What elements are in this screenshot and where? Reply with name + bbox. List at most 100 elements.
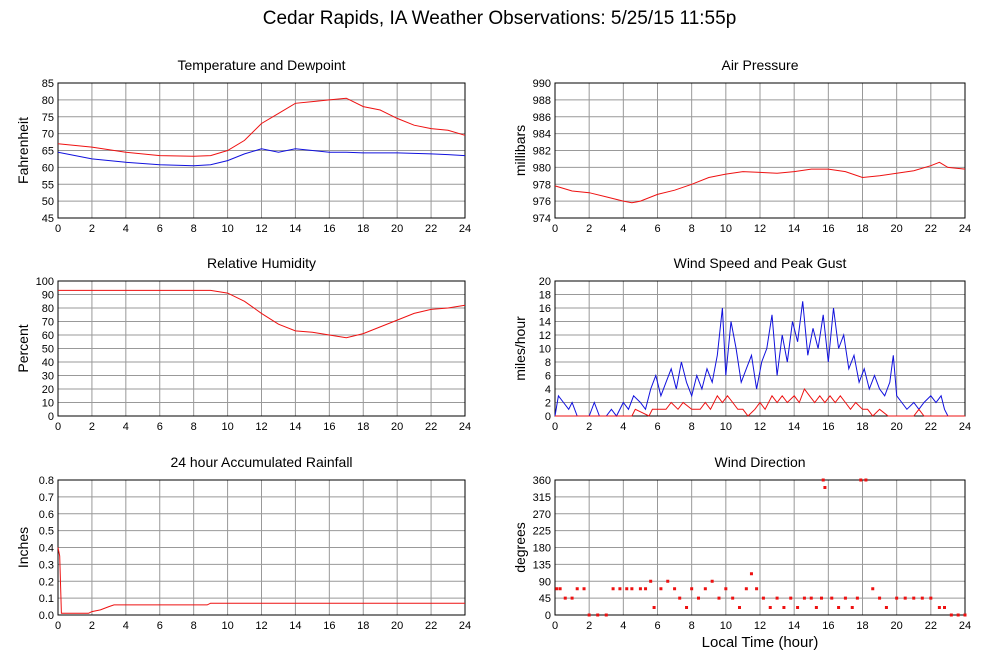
x-tick-label: 10	[720, 223, 732, 235]
data-point	[673, 587, 677, 591]
data-point	[678, 596, 682, 600]
y-tick-label: 75	[42, 112, 54, 124]
y-tick-label: 50	[42, 344, 54, 356]
y-tick-label: 4	[545, 384, 551, 396]
x-tick-label: 14	[788, 421, 800, 433]
data-point	[768, 606, 772, 609]
y-tick-label: 14	[539, 317, 551, 329]
x-tick-label: 14	[289, 421, 301, 433]
y-tick-label: 80	[42, 303, 54, 315]
x-tick-label: 20	[891, 421, 903, 433]
y-tick-label: 0.2	[39, 576, 54, 588]
y-tick-label: 60	[42, 330, 54, 342]
data-point	[912, 596, 916, 600]
data-point	[871, 587, 875, 591]
x-axis-label: Local Time (hour)	[701, 634, 819, 651]
y-axis-label: Inches	[15, 527, 31, 568]
chart-title: 24 hour Accumulated Rainfall	[170, 454, 352, 470]
y-tick-label: 0	[48, 411, 54, 423]
y-tick-label: 12	[539, 330, 551, 342]
y-tick-label: 90	[539, 576, 551, 588]
x-tick-label: 18	[357, 620, 369, 632]
data-point	[697, 596, 700, 600]
x-tick-label: 10	[720, 620, 732, 632]
y-tick-label: 70	[42, 129, 54, 141]
data-point	[666, 579, 670, 583]
x-tick-label: 8	[689, 421, 695, 433]
x-tick-label: 22	[425, 421, 437, 433]
x-tick-label: 0	[552, 620, 558, 632]
data-point	[738, 606, 741, 609]
data-point	[949, 613, 953, 617]
y-tick-label: 0.3	[39, 559, 54, 571]
x-tick-label: 16	[822, 421, 834, 433]
y-axis-label: Percent	[15, 324, 31, 372]
series-line-red	[57, 97, 466, 157]
data-point	[649, 579, 653, 583]
data-point	[575, 587, 579, 591]
y-tick-label: 0.0	[39, 610, 54, 622]
x-tick-label: 22	[425, 620, 437, 632]
x-tick-label: 0	[552, 421, 558, 433]
y-tick-label: 982	[533, 146, 551, 158]
x-tick-label: 2	[89, 421, 95, 433]
x-tick-label: 24	[959, 421, 971, 433]
x-tick-label: 4	[123, 223, 129, 235]
x-tick-label: 22	[925, 421, 937, 433]
data-point	[558, 587, 562, 591]
x-tick-label: 6	[654, 620, 660, 632]
data-point	[821, 478, 825, 482]
chart-title: Temperature and Dewpoint	[177, 57, 345, 73]
series-line-blue	[57, 148, 466, 167]
data-point	[809, 596, 813, 600]
y-tick-label: 0	[545, 610, 551, 622]
x-tick-label: 12	[255, 620, 267, 632]
plot-frame	[554, 280, 966, 417]
x-tick-label: 20	[891, 223, 903, 235]
data-point	[731, 596, 735, 600]
x-tick-label: 10	[221, 223, 233, 235]
x-tick-label: 18	[357, 421, 369, 433]
x-tick-label: 10	[221, 421, 233, 433]
data-point	[802, 596, 806, 600]
x-tick-label: 8	[689, 620, 695, 632]
x-tick-label: 12	[255, 421, 267, 433]
x-tick-label: 20	[891, 620, 903, 632]
x-tick-label: 2	[586, 620, 592, 632]
y-tick-label: 30	[42, 371, 54, 383]
y-tick-label: 225	[533, 526, 551, 538]
x-tick-label: 24	[959, 223, 971, 235]
y-tick-label: 0.1	[39, 593, 54, 605]
y-axis-label: miles/hour	[512, 316, 528, 381]
x-tick-label: 4	[620, 421, 626, 433]
data-point	[710, 579, 714, 583]
x-tick-label: 20	[391, 421, 403, 433]
x-tick-label: 10	[221, 620, 233, 632]
x-tick-label: 24	[959, 620, 971, 632]
y-tick-label: 85	[42, 78, 54, 90]
x-tick-label: 16	[323, 421, 335, 433]
data-point	[638, 587, 642, 591]
data-point	[749, 572, 753, 576]
data-point	[820, 596, 823, 600]
y-tick-label: 135	[533, 559, 551, 571]
data-point	[823, 486, 827, 489]
x-tick-label: 2	[586, 223, 592, 235]
y-tick-label: 984	[533, 129, 551, 141]
series-line-red	[57, 547, 465, 614]
data-point	[837, 606, 841, 609]
data-point	[789, 596, 793, 600]
chart-title: Wind Direction	[714, 454, 805, 470]
x-tick-label: 6	[654, 421, 660, 433]
page-title: Cedar Rapids, IA Weather Observations: 5…	[262, 8, 737, 29]
x-tick-label: 14	[289, 223, 301, 235]
data-point	[830, 596, 834, 600]
x-tick-label: 4	[123, 620, 129, 632]
data-point	[963, 613, 967, 617]
x-tick-label: 6	[157, 620, 163, 632]
plot-frame	[554, 479, 966, 616]
y-axis-label: Fahrenheit	[15, 117, 31, 184]
y-tick-label: 315	[533, 492, 551, 504]
data-point	[744, 587, 748, 591]
